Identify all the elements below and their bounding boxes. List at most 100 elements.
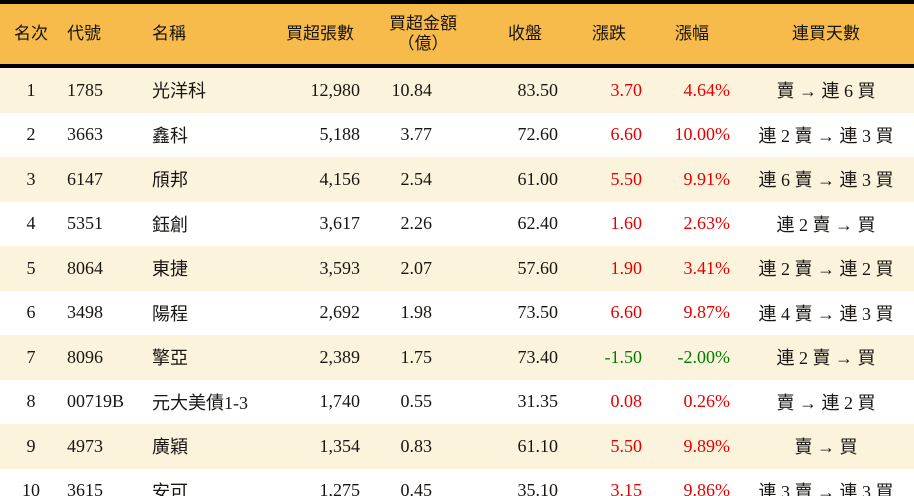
cell-name: 擎亞	[152, 348, 188, 369]
cell-rank: 3	[26, 168, 36, 189]
cell-name: 光洋科	[152, 81, 206, 102]
table-row: 6 3498 陽程 2,692 1.98 73.50 6.60 9.87% 連 4 賣 → 連 …	[0, 290, 914, 335]
cell-close: 57.60	[517, 257, 559, 278]
cell-amount: 1.98	[400, 302, 433, 323]
table-row: 9 4973 廣穎 1,354 0.83 61.10 5.50 9.89% 賣 → 買	[0, 424, 914, 469]
cell-streak: 連 6 賣 → 連 3 買	[758, 170, 894, 191]
cell-volume: 3,617	[319, 213, 361, 234]
table-row: 10 3615 安可 1,275 0.45 35.10 3.15 9.86% 連 3 賣 → 連…	[0, 468, 914, 496]
table-row: 2 3663 鑫科 5,188 3.77 72.60 6.60 10.00% 連 2 賣 → 連…	[0, 112, 914, 157]
cell-close: 73.50	[517, 302, 559, 323]
header-change: 漲跌	[572, 2, 646, 68]
cell-name: 頎邦	[152, 170, 188, 191]
cell-name: 元大美債1-3	[152, 392, 248, 413]
cell-name: 鑫科	[152, 125, 188, 146]
cell-rank: 7	[26, 346, 36, 367]
header-rank: 名次	[0, 2, 62, 68]
cell-amount: 2.07	[400, 257, 433, 278]
cell-amount: 2.26	[400, 213, 433, 234]
cell-code: 4973	[67, 435, 103, 456]
cell-streak: 連 2 賣 → 連 2 買	[758, 259, 894, 280]
cell-volume: 2,389	[319, 346, 361, 367]
cell-change-pct: 9.87%	[683, 302, 731, 323]
header-amount-line2: （億）	[397, 34, 449, 53]
cell-change: 6.60	[610, 302, 643, 323]
cell-volume: 1,275	[319, 480, 361, 496]
cell-code: 8064	[67, 257, 103, 278]
cell-volume: 12,980	[310, 79, 361, 100]
cell-name: 安可	[152, 481, 188, 496]
header-amount-line1: 買超金額	[389, 14, 457, 34]
cell-rank: 5	[26, 257, 36, 278]
cell-name: 廣穎	[152, 437, 188, 458]
cell-change-pct: 3.41%	[683, 257, 731, 278]
cell-code: 5351	[67, 213, 103, 234]
cell-amount: 0.55	[400, 391, 433, 412]
header-streak: 連買天數	[738, 2, 914, 68]
cell-rank: 4	[26, 213, 36, 234]
cell-rank: 8	[26, 391, 36, 412]
cell-close: 72.60	[517, 124, 559, 145]
cell-volume: 3,593	[319, 257, 361, 278]
cell-volume: 1,740	[319, 391, 361, 412]
cell-rank: 6	[26, 302, 36, 323]
cell-change: 1.90	[610, 257, 643, 278]
cell-name: 鈺創	[152, 214, 188, 235]
cell-close: 62.40	[517, 213, 559, 234]
cell-amount: 1.75	[400, 346, 433, 367]
cell-change-pct: 4.64%	[683, 79, 731, 100]
cell-change: 5.50	[610, 435, 643, 456]
table-row: 3 6147 頎邦 4,156 2.54 61.00 5.50 9.91% 連 6 賣 → 連 …	[0, 157, 914, 202]
cell-close: 61.00	[517, 168, 559, 189]
table-row: 5 8064 東捷 3,593 2.07 57.60 1.90 3.41% 連 2 賣 → 連 …	[0, 246, 914, 291]
cell-amount: 0.45	[400, 480, 433, 496]
cell-change-pct: -2.00%	[677, 346, 731, 367]
header-change-pct: 漲幅	[646, 2, 738, 68]
cell-streak: 連 2 賣 → 買	[776, 348, 876, 369]
cell-volume: 2,692	[319, 302, 361, 323]
cell-streak: 連 3 賣 → 連 3 買	[758, 481, 894, 496]
cell-code: 1785	[67, 79, 103, 100]
cell-change-pct: 9.91%	[683, 168, 731, 189]
cell-streak: 賣 → 連 6 買	[776, 81, 876, 102]
cell-change-pct: 10.00%	[674, 124, 731, 145]
cell-name: 陽程	[152, 303, 188, 324]
cell-amount: 0.83	[400, 435, 433, 456]
cell-streak: 連 2 賣 → 連 3 買	[758, 125, 894, 146]
cell-volume: 4,156	[319, 168, 361, 189]
cell-change: 3.15	[610, 480, 643, 496]
cell-name: 東捷	[152, 259, 188, 280]
cell-streak: 賣 → 買	[794, 437, 858, 458]
cell-volume: 5,188	[319, 124, 361, 145]
cell-code: 00719B	[67, 391, 125, 412]
cell-code: 3498	[67, 302, 103, 323]
table-row: 4 5351 鈺創 3,617 2.26 62.40 1.60 2.63% 連 2 賣 → 買	[0, 201, 914, 246]
table-body: 1 1785 光洋科 12,980 10.84 83.50 3.70 4.64% 賣 → 連 6…	[0, 66, 914, 496]
cell-close: 35.10	[517, 480, 559, 496]
cell-streak: 連 2 賣 → 買	[776, 214, 876, 235]
header-amount: 買超金額 （億）	[368, 2, 478, 68]
cell-code: 3615	[67, 480, 103, 496]
cell-code: 8096	[67, 346, 103, 367]
cell-close: 61.10	[517, 435, 559, 456]
header-name: 名稱	[146, 2, 272, 68]
cell-code: 3663	[67, 124, 103, 145]
cell-change: 1.60	[610, 213, 643, 234]
table-row: 1 1785 光洋科 12,980 10.84 83.50 3.70 4.64% 賣 → 連 6…	[0, 66, 914, 113]
cell-rank: 2	[26, 124, 36, 145]
cell-rank: 10	[22, 480, 40, 496]
cell-amount: 2.54	[400, 168, 433, 189]
cell-change-pct: 9.89%	[683, 435, 731, 456]
header-close: 收盤	[478, 2, 572, 68]
cell-close: 31.35	[517, 391, 559, 412]
cell-change-pct: 9.86%	[683, 480, 731, 496]
cell-amount: 10.84	[391, 79, 433, 100]
cell-volume: 1,354	[319, 435, 361, 456]
cell-amount: 3.77	[400, 124, 433, 145]
cell-change: -1.50	[604, 346, 643, 367]
cell-rank: 1	[26, 79, 36, 100]
cell-change-pct: 0.26%	[683, 391, 731, 412]
header-volume: 買超張數	[272, 2, 368, 68]
